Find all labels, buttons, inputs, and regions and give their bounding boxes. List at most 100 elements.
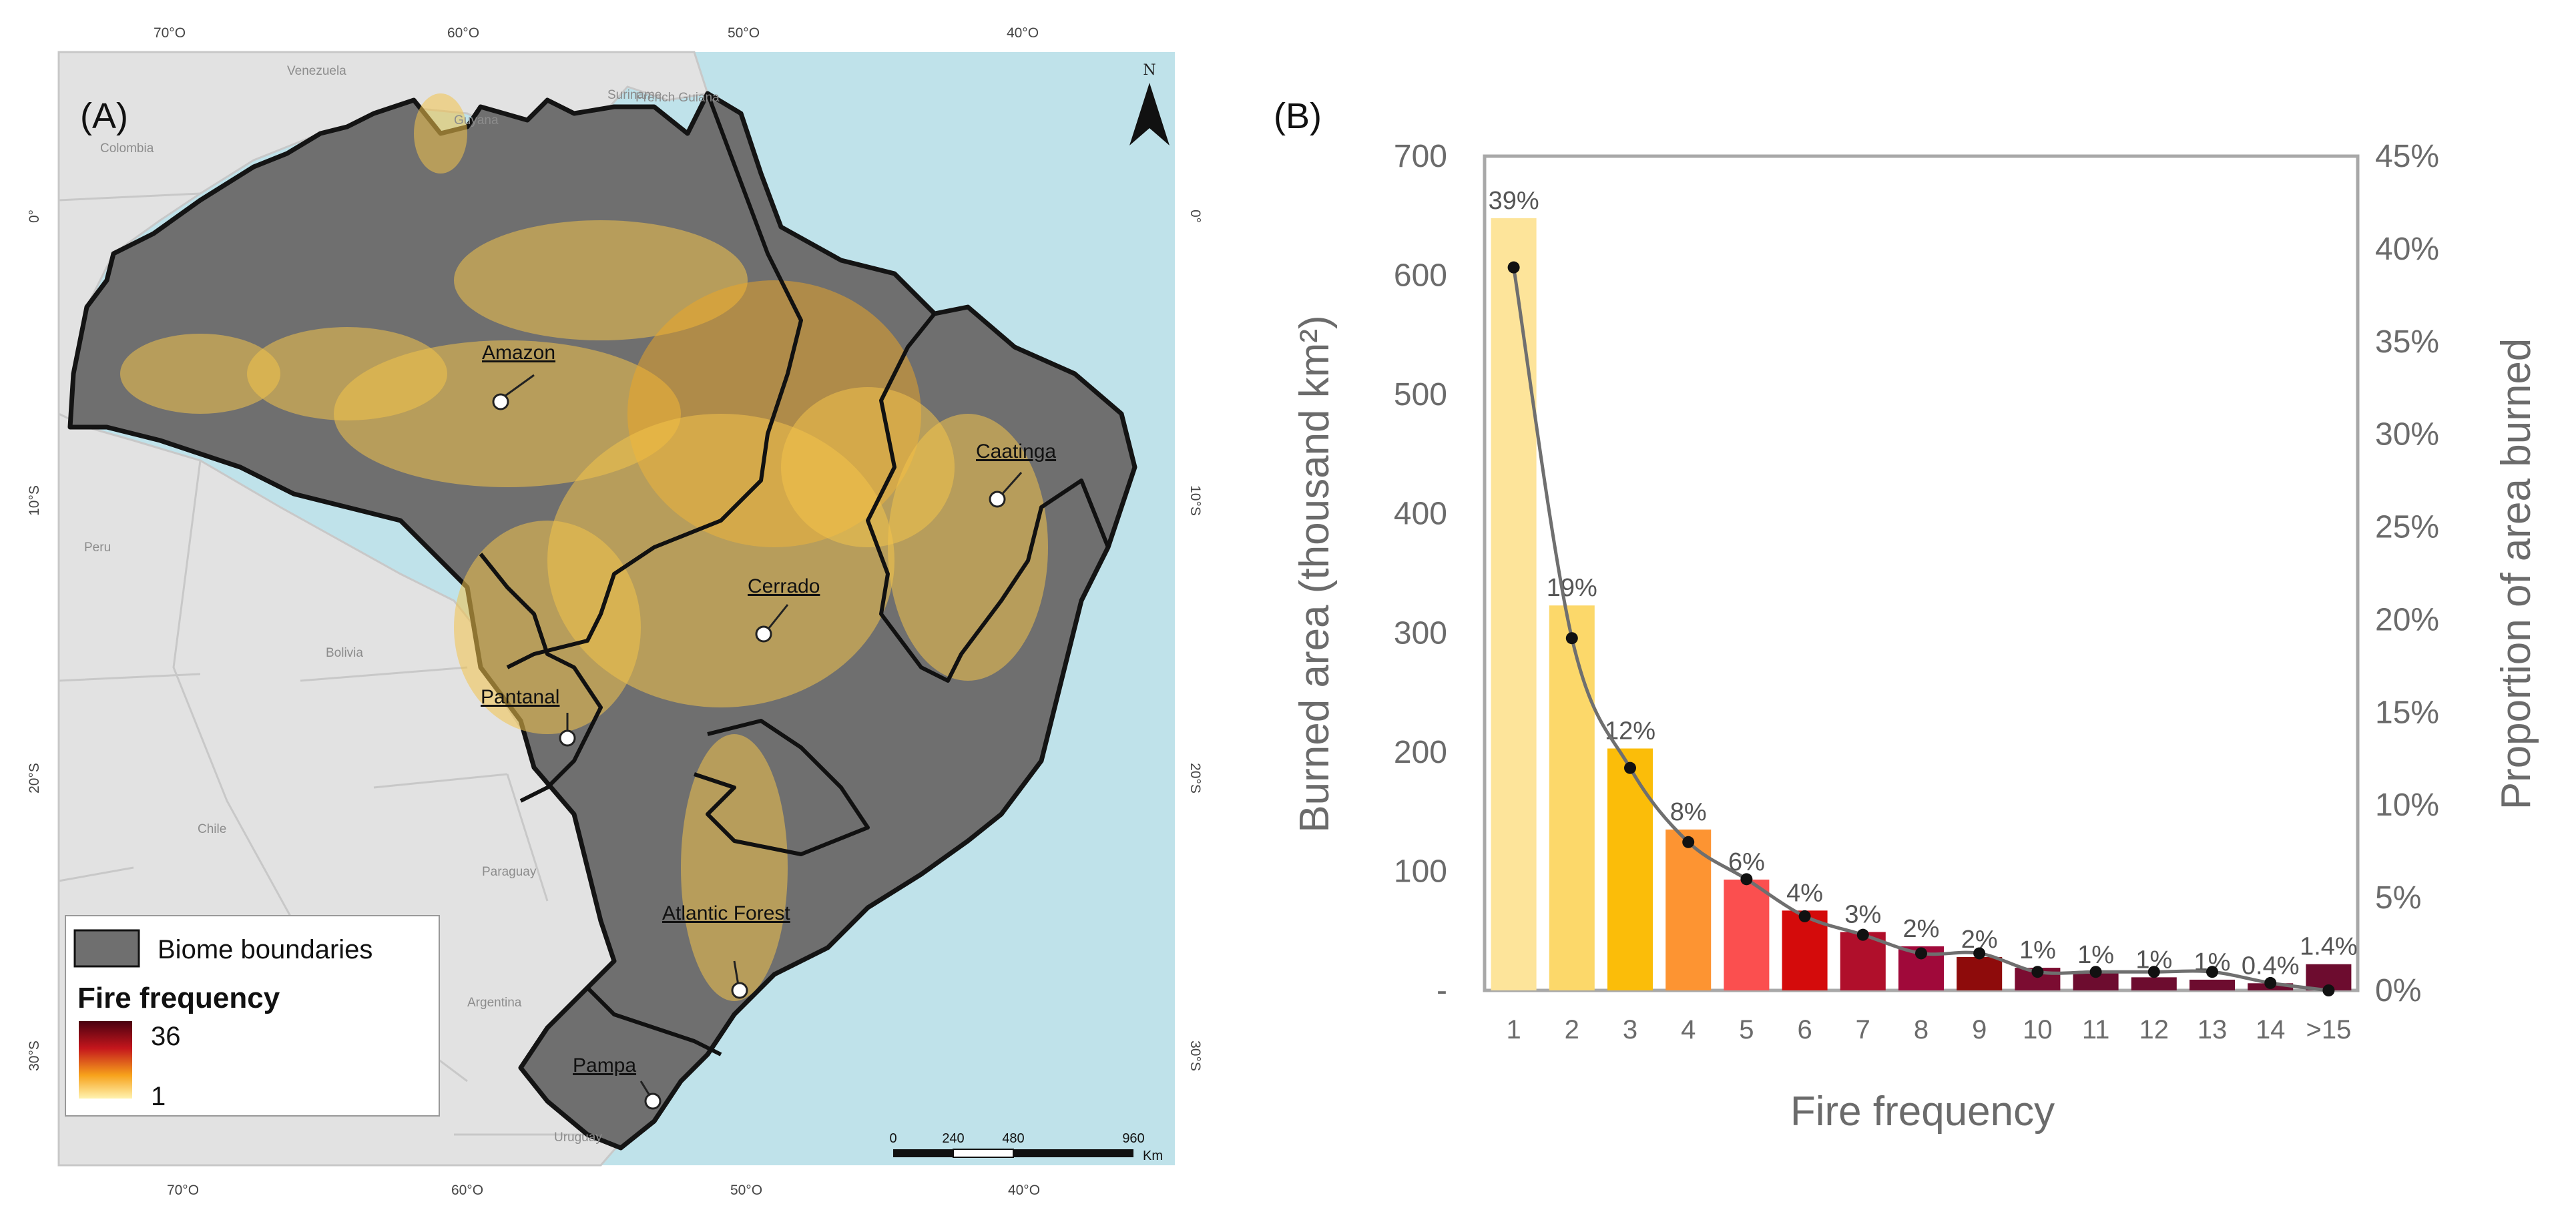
y2-tick-label: 45%	[2375, 139, 2439, 174]
svg-text:960: 960	[1122, 1131, 1144, 1146]
panel-a-label: (A)	[80, 96, 128, 136]
y2-tick-label: 10%	[2375, 788, 2439, 823]
proportion-point	[1740, 873, 1753, 886]
y2-tick-label: 15%	[2375, 695, 2439, 730]
svg-text:N: N	[1143, 62, 1155, 79]
data-label: 39%	[1489, 187, 1539, 215]
y-tick-label: -	[1437, 973, 1447, 1008]
legend-max: 36	[151, 1022, 181, 1051]
y-tick-label: 100	[1394, 854, 1447, 889]
y2-tick-label: 20%	[2375, 602, 2439, 637]
legend-min: 1	[151, 1082, 166, 1111]
bar	[2189, 979, 2236, 990]
x-tick-label: 2	[1565, 1015, 1579, 1044]
lon-label-top: 40°O	[1007, 25, 1039, 41]
bar	[1607, 748, 1653, 990]
x-axis-title: Fire frequency	[1790, 1089, 2055, 1135]
lat-label-left: 10°S	[27, 485, 42, 516]
lon-label-top: 60°O	[447, 25, 479, 41]
proportion-point	[1682, 836, 1695, 848]
proportion-point	[1915, 947, 1927, 960]
map-label-guyana: Guyana	[454, 113, 499, 127]
proportion-point	[1973, 947, 1986, 960]
proportion-point	[1798, 910, 1811, 922]
map-label-paraguay: Paraguay	[482, 865, 537, 879]
svg-text:Km: Km	[1143, 1149, 1163, 1163]
svg-text:240: 240	[942, 1131, 964, 1146]
y2-tick-label: 25%	[2375, 510, 2439, 545]
bar	[1491, 218, 1537, 990]
data-label: 8%	[1670, 798, 1707, 826]
svg-text:Pampa: Pampa	[573, 1054, 636, 1077]
proportion-point	[2206, 966, 2218, 978]
bar	[1957, 957, 2003, 990]
lon-label-top: 50°O	[728, 25, 760, 41]
x-tick-label: 12	[2139, 1015, 2169, 1044]
lon-label-bottom: 50°O	[730, 1183, 762, 1198]
svg-text:0: 0	[889, 1131, 896, 1146]
x-tick-label: 10	[2023, 1015, 2053, 1044]
lon-label-bottom: 40°O	[1008, 1183, 1040, 1198]
data-label: 1%	[2077, 941, 2114, 969]
scale-bar: 0 240 480 960 Km	[889, 1131, 1163, 1163]
proportion-point	[2322, 984, 2335, 996]
bar-series	[1491, 218, 2352, 990]
lon-label-top: 70°O	[154, 25, 186, 41]
x-tick-label: 13	[2198, 1015, 2228, 1044]
line-series	[1507, 261, 2335, 996]
y-tick-label: 500	[1394, 377, 1447, 412]
x-tick-label: 5	[1739, 1015, 1754, 1044]
panel-b-label: (B)	[1274, 96, 1322, 136]
legend-boundary-swatch	[73, 929, 140, 968]
y-tick-label: 400	[1394, 497, 1447, 532]
svg-text:Amazon: Amazon	[482, 342, 555, 364]
map-label-venezuela: Venezuela	[287, 64, 346, 78]
data-label: 1.4%	[2300, 933, 2358, 961]
biome-label-caatinga: Caatinga	[976, 440, 1056, 508]
proportion-point	[2264, 976, 2277, 989]
x-tick-label: 9	[1972, 1015, 1987, 1044]
biome-label-cerrado: Cerrado	[748, 575, 820, 643]
north-arrow-icon: N	[1129, 62, 1170, 145]
lon-label-bottom: 60°O	[451, 1183, 483, 1198]
svg-text:Pantanal: Pantanal	[481, 686, 559, 708]
y-tick-label: 700	[1394, 139, 1447, 174]
x-tick-label: 6	[1797, 1015, 1812, 1044]
bar	[2131, 977, 2177, 990]
lat-label-right: 10°S	[1188, 485, 1203, 516]
map-label-uruguay: Uruguay	[554, 1131, 602, 1145]
lat-label-right: 20°S	[1188, 763, 1203, 794]
data-label: 4%	[1786, 879, 1823, 907]
proportion-point	[2089, 966, 2102, 978]
map-fire-areas	[120, 93, 1048, 1001]
y-tick-label: 300	[1394, 615, 1447, 651]
bar	[1549, 605, 1595, 990]
lat-label-right: 0°	[1188, 210, 1203, 223]
map-biome-boundaries	[479, 92, 1110, 1056]
biome-label-atlantic-forest: Atlantic Forest	[662, 902, 790, 999]
biome-label-pantanal: Pantanal	[481, 686, 576, 747]
y-axis-left: 700 600 500 400 300 200 100 -	[1394, 139, 1447, 1008]
x-tick-label: >15	[2306, 1015, 2351, 1044]
data-label: 1%	[2019, 936, 2056, 964]
svg-text:Caatinga: Caatinga	[976, 440, 1056, 463]
legend-boundary-label: Biome boundaries	[158, 935, 372, 964]
map-label-french-guiana: French Guiana	[635, 91, 720, 105]
lon-label-bottom: 70°O	[167, 1183, 199, 1198]
svg-text:Cerrado: Cerrado	[748, 575, 820, 597]
svg-text:Atlantic Forest: Atlantic Forest	[662, 902, 790, 924]
x-tick-label: 3	[1623, 1015, 1637, 1044]
proportion-point	[1624, 761, 1636, 774]
y-tick-label: 600	[1394, 258, 1447, 294]
x-tick-label: 11	[2082, 1015, 2110, 1044]
x-tick-label: 14	[2256, 1015, 2286, 1044]
proportion-point	[2031, 966, 2044, 978]
y2-axis-title: Proportion of area burned	[2493, 338, 2539, 810]
proportion-point	[1856, 928, 1869, 941]
y2-tick-label: 30%	[2375, 417, 2439, 452]
map-label-argentina: Argentina	[467, 996, 522, 1010]
y2-tick-label: 35%	[2375, 324, 2439, 360]
map-label-colombia: Colombia	[100, 141, 154, 156]
map-label-chile: Chile	[198, 822, 226, 836]
